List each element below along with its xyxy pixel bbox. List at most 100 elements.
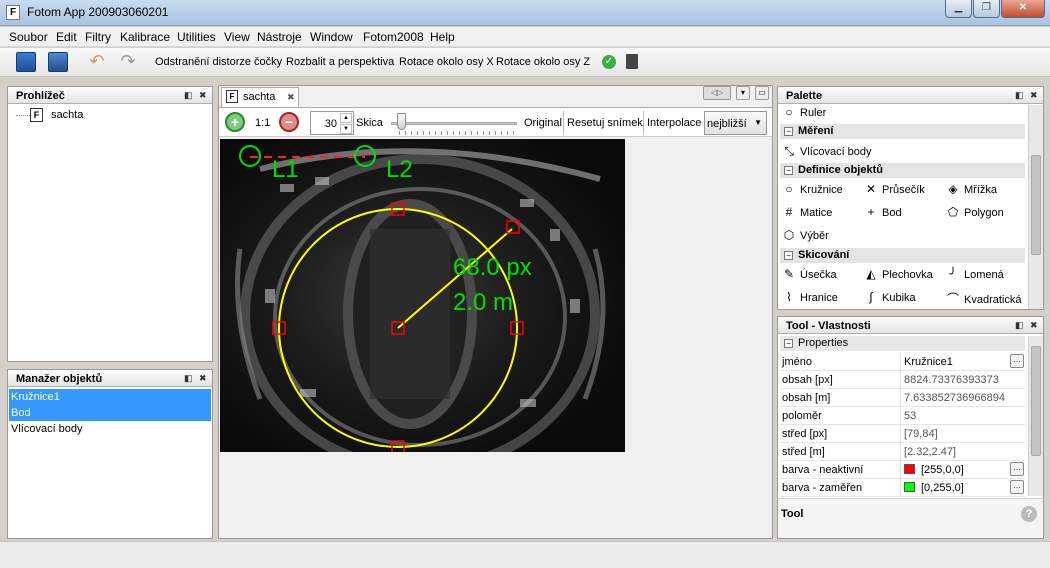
list-item[interactable]: Bod [9, 405, 211, 421]
tab-close-icon[interactable]: ✖ [287, 92, 295, 102]
list-item[interactable]: Vlícovací body [11, 423, 83, 435]
tool-description-area: Tool ? [778, 498, 1043, 538]
palette-grid[interactable]: ◈ Mřížka [946, 182, 997, 196]
section-definice[interactable]: − Definice objektů [780, 163, 1025, 178]
properties-group[interactable]: − Properties [780, 336, 1025, 351]
property-row[interactable]: střed [m] [2.32,2.47] [780, 443, 1025, 461]
menu-help[interactable]: Help [430, 30, 455, 44]
rotate-x-button[interactable]: Rotace okolo osy X [399, 56, 494, 68]
properties-scrollbar[interactable] [1028, 336, 1043, 496]
polyline-icon: ╯ [949, 267, 957, 281]
slider-track[interactable] [391, 122, 517, 125]
palette-point[interactable]: + Bod [864, 205, 901, 219]
menu-fotom2008[interactable]: Fotom2008 [363, 30, 424, 44]
point-icon: + [867, 205, 875, 219]
spin-up-icon[interactable]: ▲ [340, 113, 352, 123]
interpolation-select[interactable]: nejbližší ▼ [704, 111, 767, 135]
grid-icon: ◈ [948, 182, 958, 196]
maximize-editor-icon[interactable]: ▭ [755, 86, 769, 100]
property-row[interactable]: jméno Kružnice1… [780, 353, 1025, 371]
section-mereni[interactable]: − Měření [780, 124, 1025, 139]
menu-kalibrace[interactable]: Kalibrace [120, 30, 171, 44]
menu-filtry[interactable]: Filtry [85, 30, 111, 44]
rotate-z-button[interactable]: Rotace okolo osy Z [496, 56, 591, 68]
section-skicovani[interactable]: − Skicování [780, 248, 1025, 263]
trash-icon[interactable] [626, 54, 638, 69]
palette-polyline[interactable]: ╯ Lomená [946, 267, 1003, 281]
separator [643, 111, 644, 135]
palette-scrollbar[interactable] [1028, 105, 1043, 309]
palette-ruler[interactable]: ○ Ruler [782, 105, 826, 119]
panel-close-icon[interactable]: ✖ [199, 373, 207, 383]
menu-view[interactable]: View [224, 30, 250, 44]
maximize-button[interactable]: ❐ [973, 0, 1000, 18]
tree-item-sachta[interactable]: sachta [51, 109, 84, 121]
palette-circle[interactable]: ○ Kružnice [782, 182, 842, 196]
polygon-icon: ⬠ [947, 205, 959, 219]
unwrap-perspective-button[interactable]: Rozbalit a perspektiva [286, 56, 395, 68]
menu-window[interactable]: Window [310, 30, 353, 44]
palette-fill[interactable]: ◭ Plechovka [864, 267, 932, 281]
edit-button[interactable]: … [1010, 462, 1024, 476]
ruler-icon: ○ [785, 105, 793, 119]
property-row[interactable]: barva - zaměřen [0,255,0]… [780, 479, 1025, 497]
menu-utilities[interactable]: Utilities [177, 30, 216, 44]
undo-icon[interactable]: ↶ [89, 51, 105, 71]
property-row[interactable]: obsah [px] 8824.73376393373 [780, 371, 1025, 389]
circle-icon: ○ [785, 182, 793, 196]
menu-edit[interactable]: Edit [56, 30, 77, 44]
tab-list-icon[interactable]: ▾ [736, 86, 750, 100]
zoom-spinner[interactable]: 30 ▲ ▼ [310, 111, 354, 135]
panel-dock-icon[interactable]: ◧ [184, 90, 193, 100]
zoom-in-icon[interactable]: + [225, 112, 245, 132]
panel-dock-icon[interactable]: ◧ [1015, 320, 1024, 330]
save-all-icon[interactable] [48, 52, 68, 72]
property-row[interactable]: střed [px] [79,84] [780, 425, 1025, 443]
edit-button[interactable]: … [1010, 480, 1024, 494]
zoom-ratio-label[interactable]: 1:1 [255, 117, 271, 129]
scroll-thumb[interactable] [1031, 346, 1041, 456]
panel-dock-icon[interactable]: ◧ [1015, 90, 1024, 100]
object-manager-panel: Manažer objektů ◧ ✖ Kružnice1 Bod Vlícov… [7, 369, 213, 539]
original-button[interactable]: Original [524, 117, 562, 129]
minimize-button[interactable]: ▁ [945, 0, 972, 18]
close-button[interactable]: ✕ [1001, 0, 1045, 18]
property-row[interactable]: barva - neaktivní [255,0,0]… [780, 461, 1025, 479]
palette-boundary[interactable]: ⌇ Hranice [782, 290, 838, 304]
menu-soubor[interactable]: Soubor [9, 30, 48, 44]
confirm-icon[interactable]: ✓ [602, 55, 616, 69]
edit-button[interactable]: … [1010, 354, 1024, 368]
palette-selection[interactable]: ⬡ Výběr [783, 228, 829, 242]
redo-icon[interactable]: ↷ [120, 51, 136, 71]
property-row[interactable]: poloměr 53 [780, 407, 1025, 425]
tab-sachta[interactable]: F sachta ✖ [221, 87, 299, 107]
panel-dock-icon[interactable]: ◧ [184, 373, 193, 383]
palette-polygon[interactable]: ⬠ Polygon [947, 205, 1004, 219]
separator [563, 111, 564, 135]
save-icon[interactable] [16, 52, 36, 72]
palette-intersection[interactable]: ✕ Průsečík [865, 182, 925, 196]
image-canvas[interactable]: L1 L2 68.0 px 2.0 m [220, 139, 625, 452]
chevron-down-icon: ▼ [754, 118, 762, 127]
tab-scroll-arrows[interactable]: ◁▷ [703, 86, 731, 100]
lens-distortion-button[interactable]: Odstranění distorze čočky [155, 56, 283, 68]
spin-down-icon[interactable]: ▼ [340, 124, 352, 134]
palette-quadratic[interactable]: ⌒ Kvadratická [946, 292, 1022, 306]
panel-close-icon[interactable]: ✖ [199, 90, 207, 100]
property-row[interactable]: obsah [m] 7.633852736966894 [780, 389, 1025, 407]
slider-thumb[interactable] [397, 113, 406, 130]
reset-image-button[interactable]: Resetuj snímek [567, 117, 643, 129]
properties-panel: Tool - Vlastnosti ◧ ✖ − Properties jméno K… [777, 316, 1044, 539]
help-icon[interactable]: ? [1021, 506, 1037, 522]
palette-matrix[interactable]: # Matice [782, 205, 833, 219]
zoom-out-icon[interactable]: − [279, 112, 299, 132]
panel-close-icon[interactable]: ✖ [1030, 320, 1038, 330]
scroll-thumb[interactable] [1031, 155, 1041, 255]
palette-segment[interactable]: ✎ Úsečka [783, 267, 837, 281]
palette-cubic[interactable]: ∫ Kubika [864, 290, 915, 304]
panel-close-icon[interactable]: ✖ [1030, 90, 1038, 100]
palette-control-points[interactable]: ⤡ Vlícovací body [782, 144, 871, 159]
matrix-icon: # [785, 205, 793, 219]
list-item[interactable]: Kružnice1 [9, 389, 211, 405]
menu-nastroje[interactable]: Nástroje [257, 30, 302, 44]
